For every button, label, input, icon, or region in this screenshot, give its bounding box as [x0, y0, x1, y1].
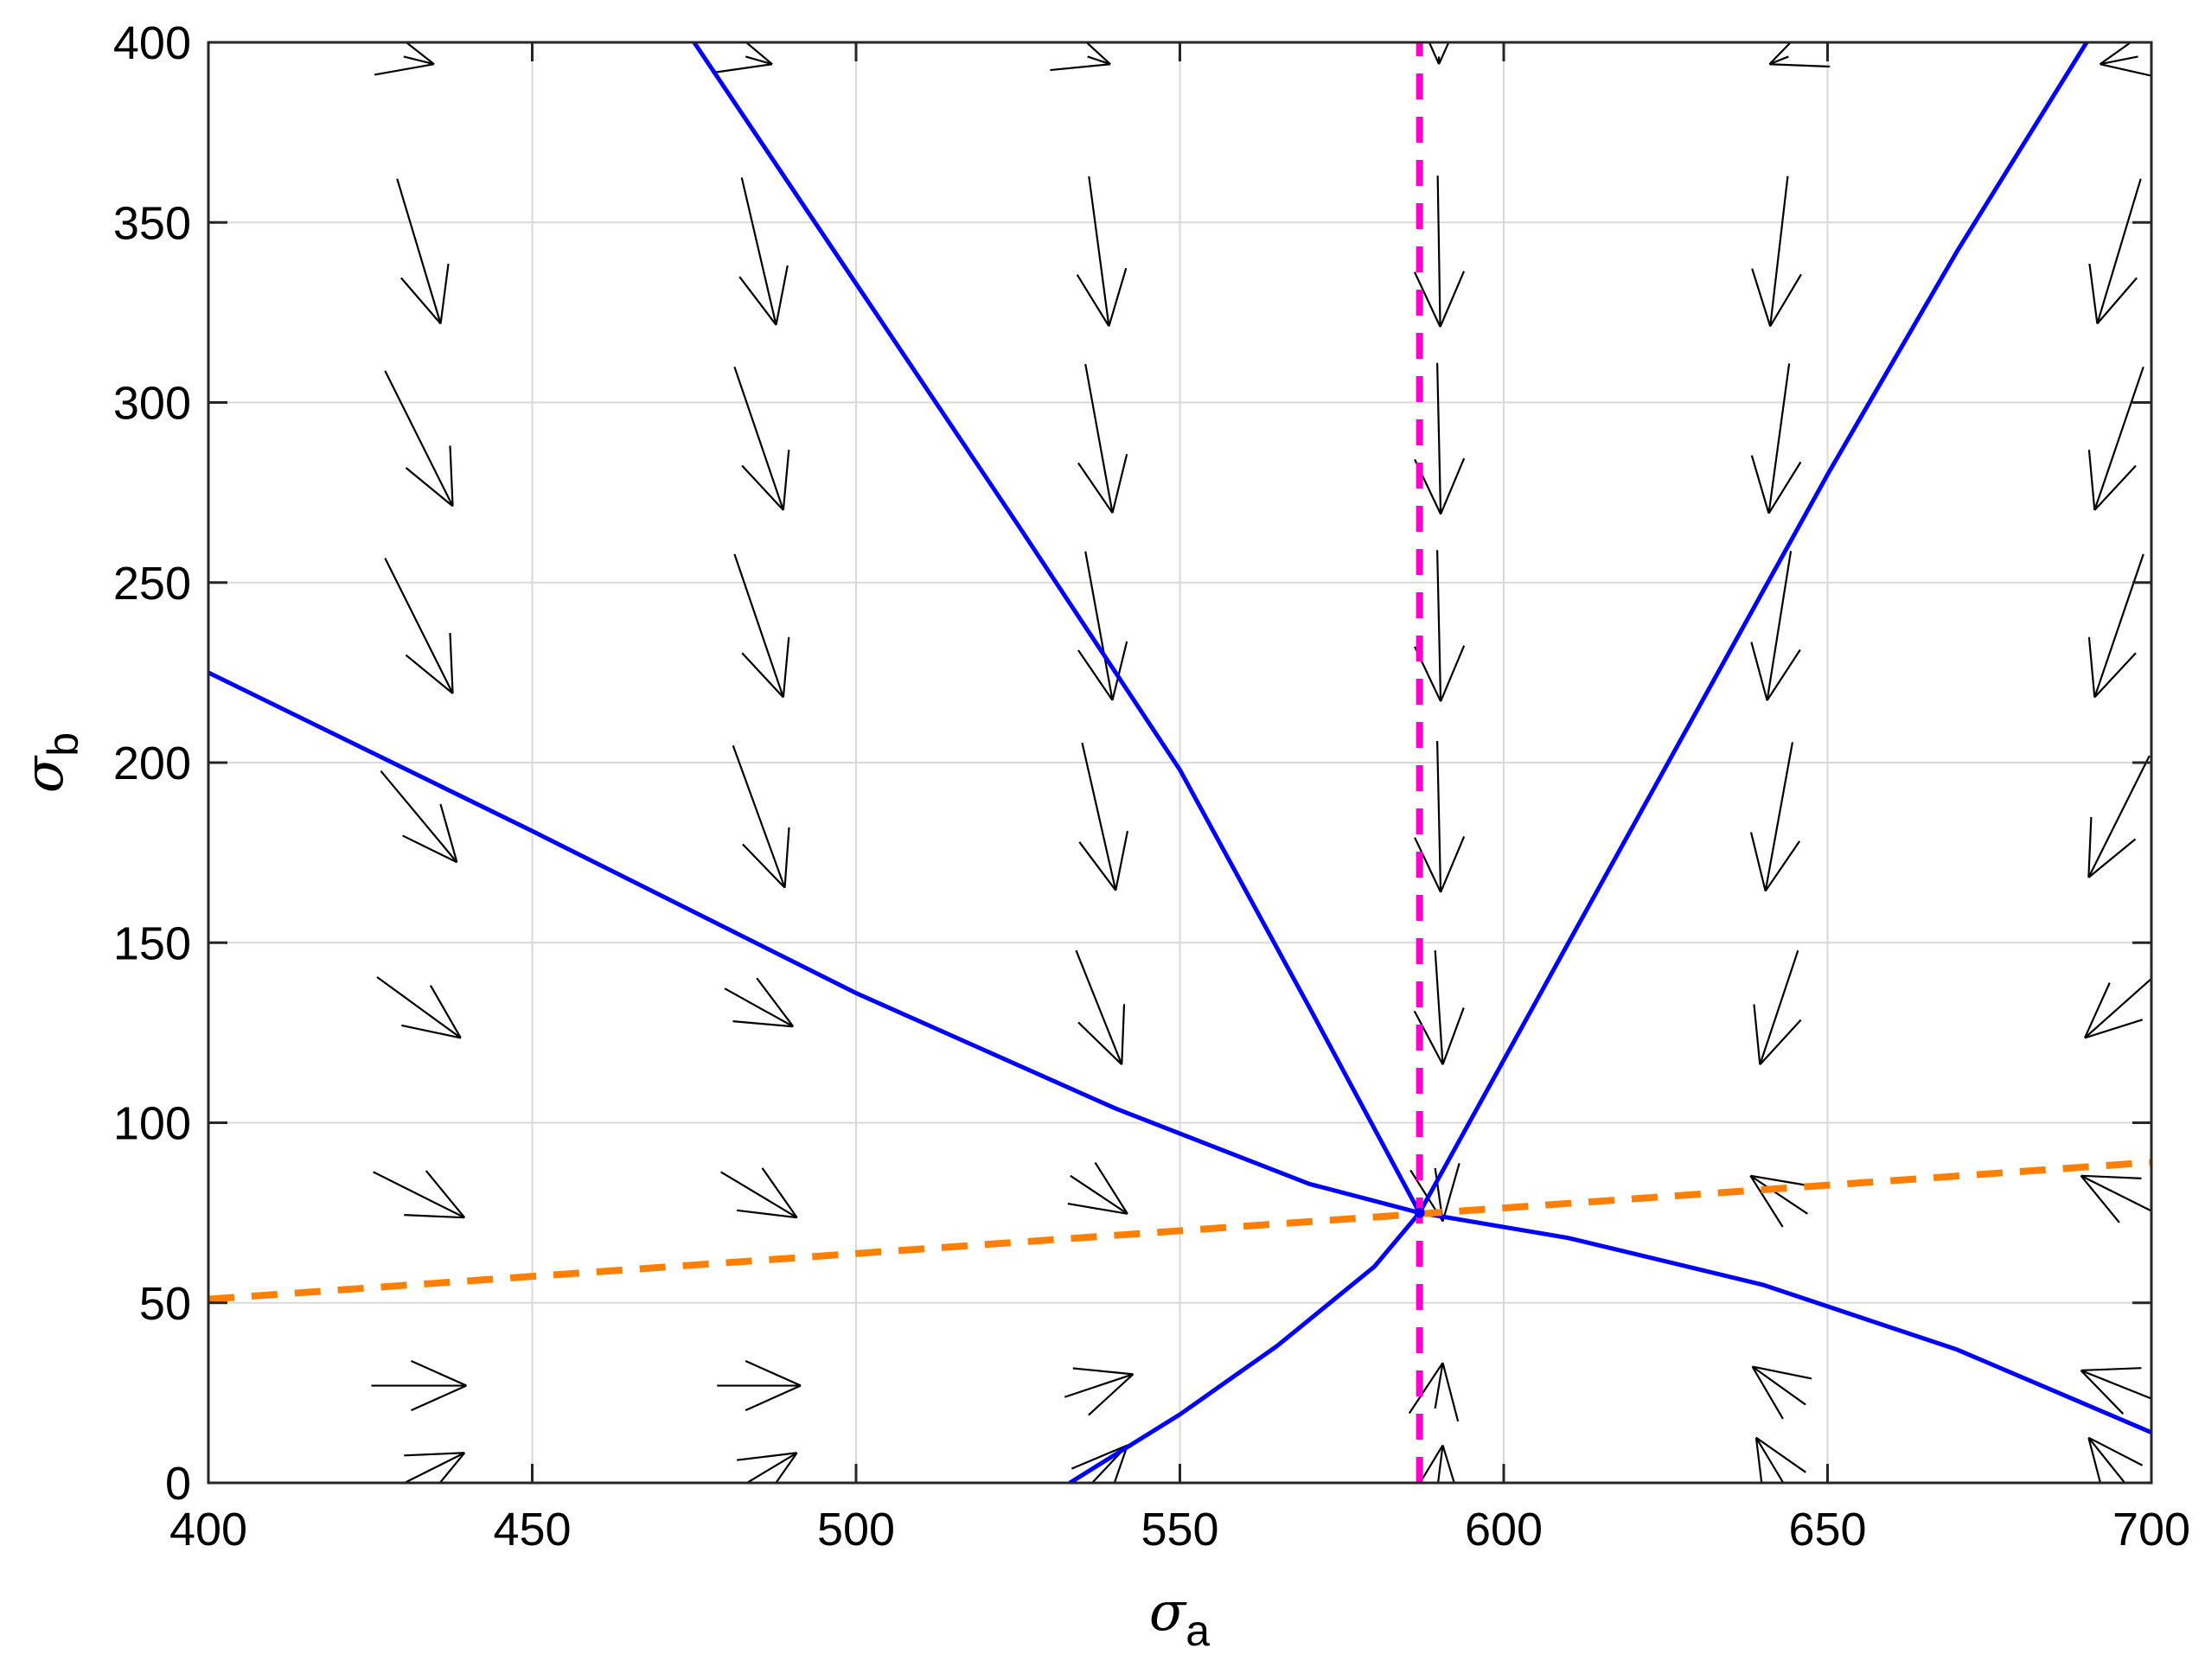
- quiver-arrow: [2083, 977, 2151, 1039]
- x-axis-label: σa: [1149, 1580, 1210, 1655]
- quiver-arrow: [1067, 1162, 1128, 1215]
- fixed-point-marker: [1414, 1207, 1425, 1218]
- quiver-arrow: [1750, 363, 1802, 514]
- x-tick-label: 550: [1141, 1504, 1218, 1555]
- line-separatrix-lower: [1068, 1211, 1422, 1483]
- y-tick-label: 400: [113, 17, 191, 69]
- tick-labels: 400 450 500 550 600 650 700 0 50 100 150 200 250 300 3…: [113, 17, 2190, 1555]
- quiver-arrow: [724, 977, 795, 1028]
- quiver-arrow: [1408, 1362, 1460, 1422]
- quiver-arrow: [1050, 42, 1111, 72]
- quiver-arrow: [1418, 1444, 1455, 1483]
- quiver-arrow: [1077, 363, 1128, 514]
- quiver-arrow: [374, 42, 435, 76]
- y-tick-label: 150: [113, 917, 191, 969]
- quiver-arrow: [1076, 176, 1128, 327]
- quiver-arrow: [2080, 1174, 2151, 1223]
- quiver-arrow: [380, 770, 458, 864]
- data-lines: [208, 42, 2151, 1483]
- quiver-arrows: [371, 42, 2151, 1483]
- quiver-arrow: [1414, 740, 1466, 893]
- quiver-arrow: [384, 370, 454, 508]
- line-separatrix-upper-right: [1417, 42, 2089, 1214]
- y-tick-label: 300: [113, 378, 191, 430]
- quiver-arrow: [1751, 1365, 1812, 1420]
- x-tick-label: 450: [493, 1504, 571, 1555]
- quiver-arrow: [1413, 950, 1465, 1065]
- quiver-arrow: [1078, 742, 1129, 891]
- quiver-arrow: [1753, 949, 1802, 1065]
- quiver-arrow: [1428, 42, 1450, 65]
- x-tick-label: 650: [1788, 1504, 1866, 1555]
- quiver-arrow: [2080, 1367, 2151, 1415]
- x-tick-label: 400: [169, 1504, 247, 1555]
- quiver-arrow: [373, 1170, 466, 1219]
- quiver-arrow: [732, 744, 790, 889]
- quiver-arrow: [2087, 553, 2144, 699]
- y-tick-label: 250: [113, 558, 191, 610]
- x-tick-label: 500: [817, 1504, 895, 1555]
- quiver-arrow: [1077, 551, 1128, 701]
- quiver-arrow: [1749, 742, 1801, 892]
- quiver-arrow: [738, 177, 789, 326]
- line-separatrix-left: [208, 670, 1421, 1216]
- quiver-arrow: [733, 366, 790, 511]
- quiver-arrow: [717, 1359, 802, 1412]
- axis-ticks: [207, 41, 2153, 1485]
- quiver-arrow: [1749, 1174, 1811, 1228]
- quiver-arrow: [371, 1359, 467, 1412]
- quiver-arrow: [2087, 1436, 2144, 1483]
- y-tick-label: 100: [113, 1098, 191, 1150]
- quiver-arrow: [402, 1452, 466, 1483]
- quiver-arrow: [1754, 1436, 1806, 1483]
- x-tick-label: 600: [1465, 1504, 1543, 1555]
- quiver-arrow: [1064, 1367, 1134, 1416]
- quiver-arrow: [1075, 949, 1126, 1066]
- x-tick-label: 700: [2112, 1504, 2190, 1555]
- quiver-arrow: [2087, 366, 2144, 511]
- quiver-arrow: [737, 1452, 798, 1483]
- quiver-arrow: [1751, 176, 1802, 328]
- quiver-arrow: [376, 976, 462, 1039]
- quiver-arrow: [1413, 176, 1466, 328]
- quiver-arrow: [720, 1167, 798, 1219]
- quiver-arrow: [1750, 551, 1801, 701]
- line-nullcline-horizontal: [208, 1159, 2151, 1303]
- y-tick-label: 0: [165, 1458, 191, 1510]
- line-separatrix-upper-left: [692, 42, 1422, 1214]
- y-tick-label: 200: [113, 738, 191, 789]
- line-separatrix-right: [1419, 1210, 2151, 1434]
- quiver-arrow: [2087, 755, 2151, 878]
- y-tick-label: 50: [139, 1278, 191, 1330]
- quiver-arrow: [384, 557, 454, 694]
- quiver-arrow: [396, 178, 450, 325]
- y-axis-label: σb: [12, 732, 87, 793]
- y-tick-label: 350: [113, 197, 191, 249]
- quiver-arrow: [733, 553, 790, 699]
- quiver-arrow: [2088, 178, 2142, 325]
- quiver-arrow: [712, 42, 773, 74]
- quiver-arrow: [2099, 42, 2151, 77]
